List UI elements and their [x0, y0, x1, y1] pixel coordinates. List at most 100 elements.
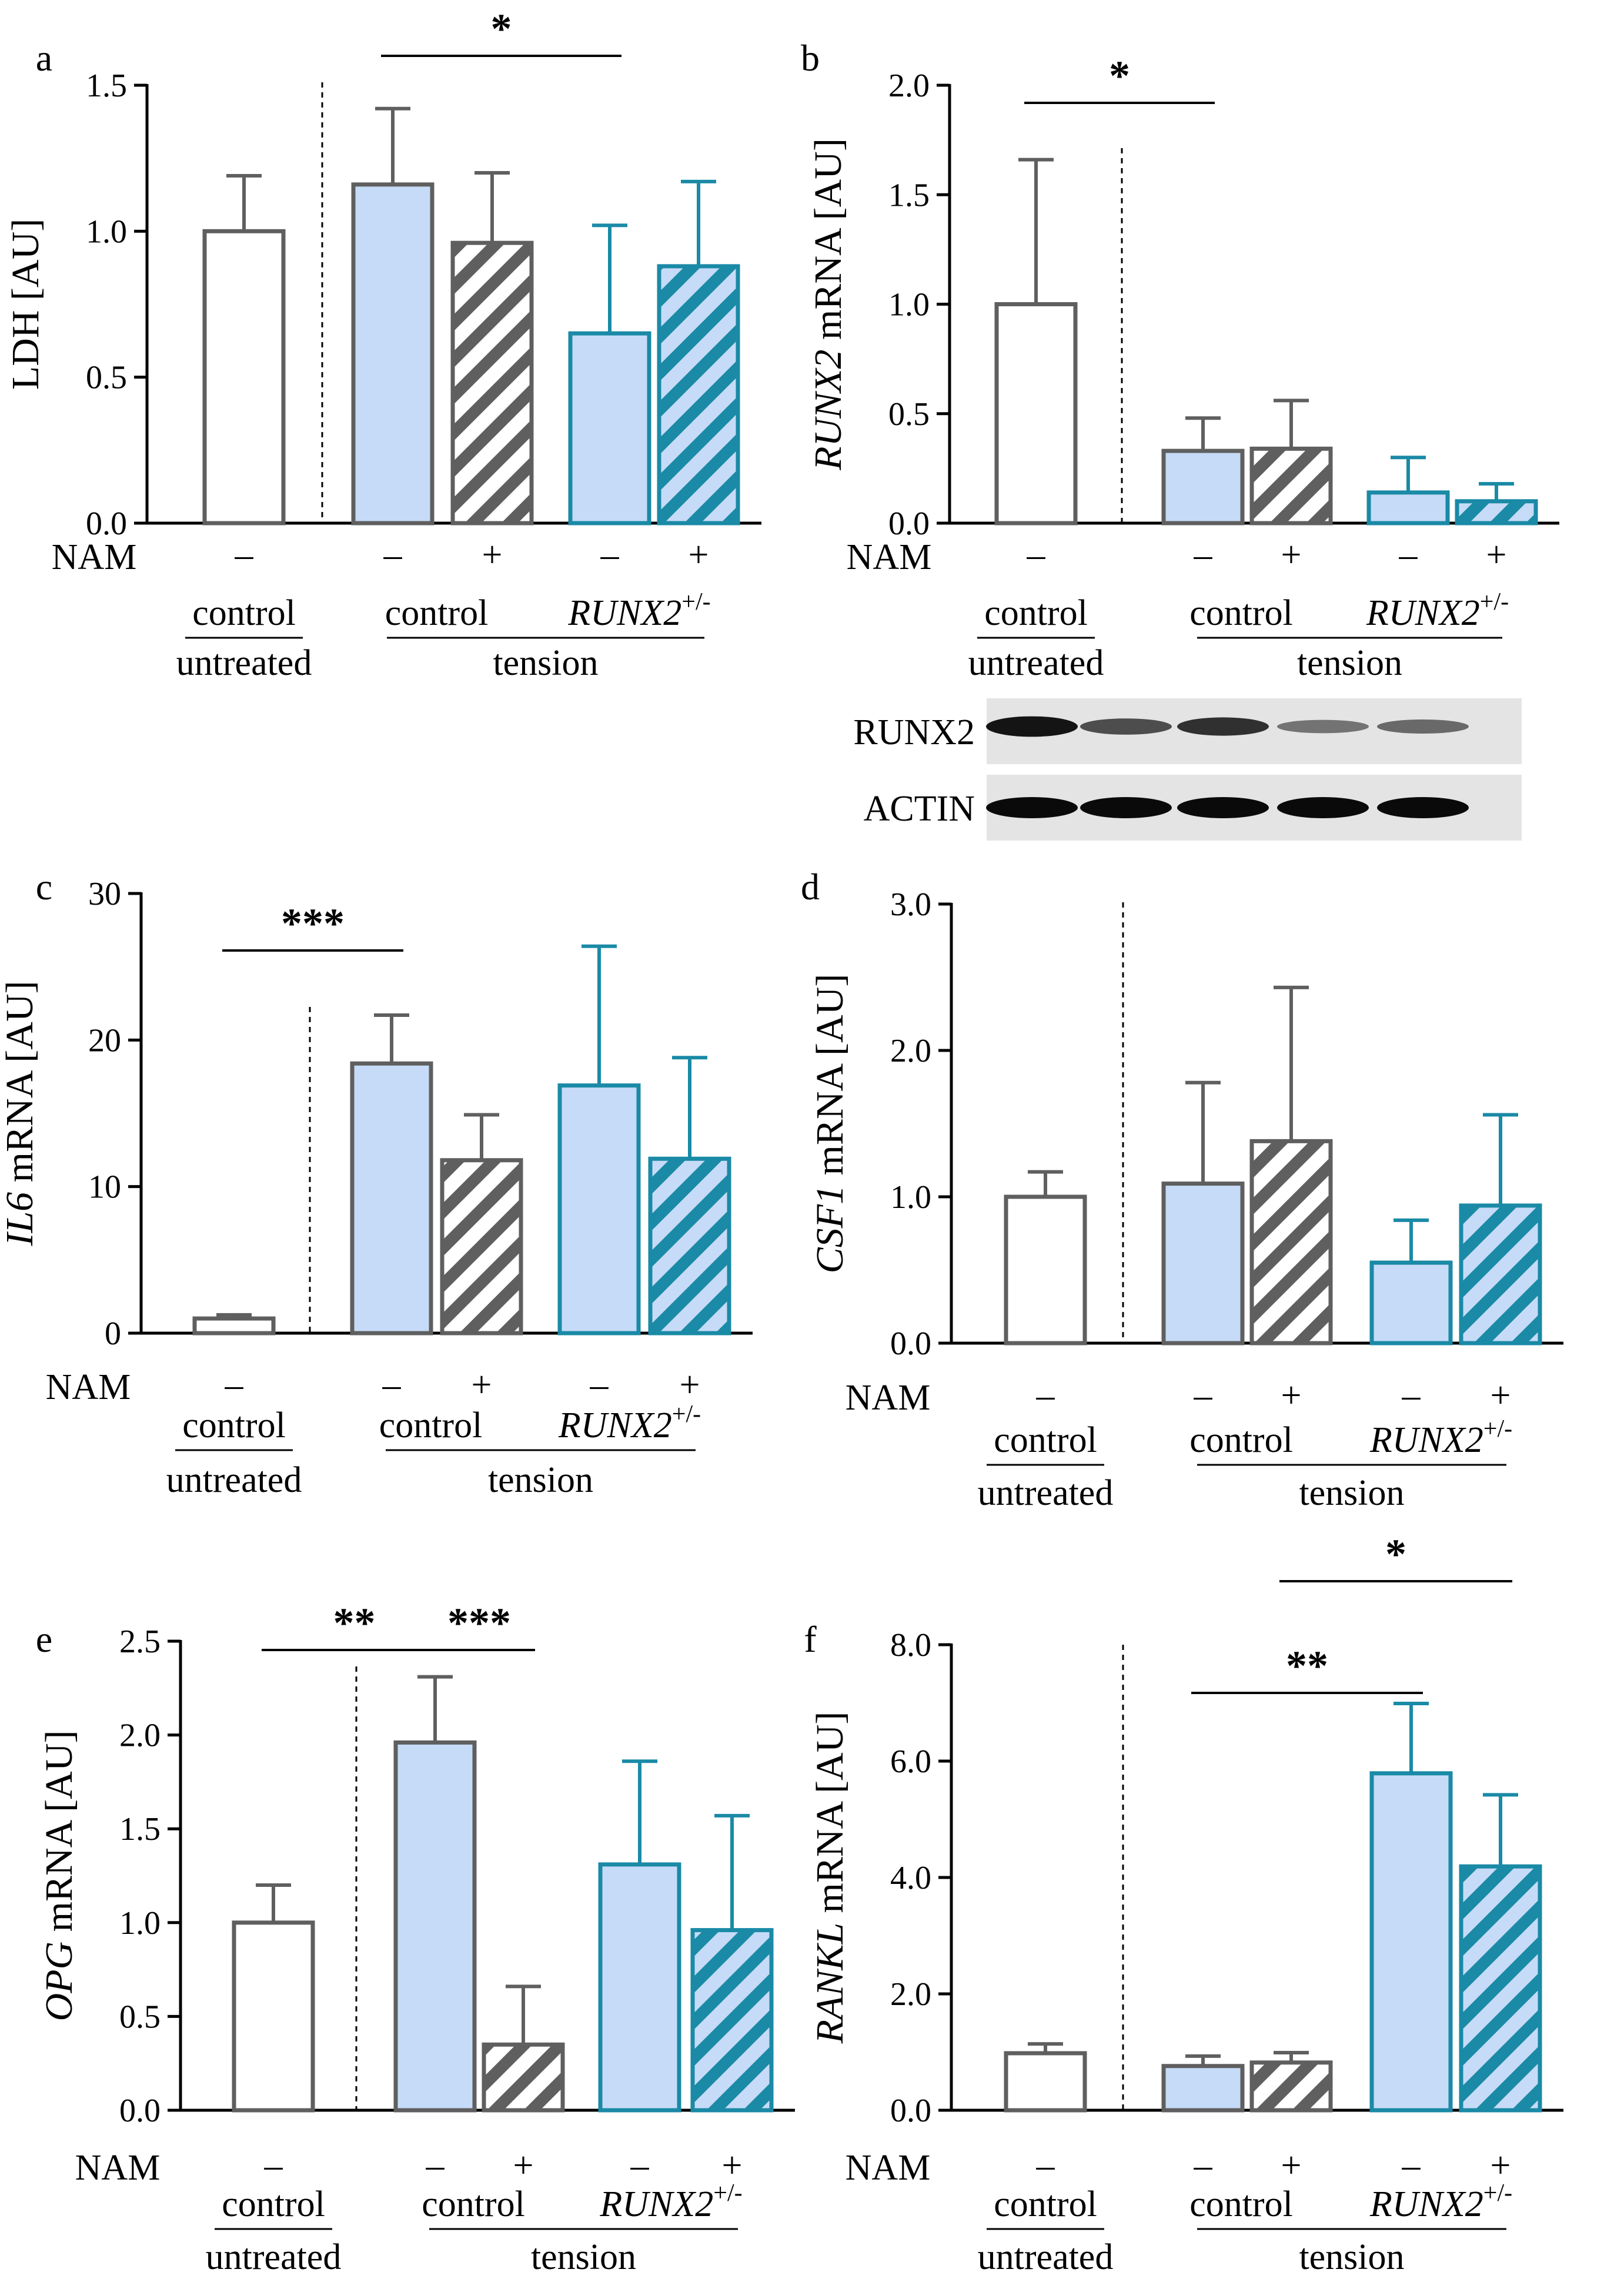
panel-c-gene-name: IL6 — [0, 1192, 41, 1247]
western-blot-label: RUNX2 — [853, 712, 975, 752]
panel-d-nam-sign: – — [1036, 1375, 1055, 1415]
panel-b-bar-1 — [994, 302, 1078, 526]
panel-a-untreated-label: untreated — [176, 643, 312, 683]
panel-e-tick-label: 2.5 — [119, 1624, 161, 1660]
panel-f-sig-label: ** — [1286, 1642, 1328, 1689]
panel-d-nam-label: NAM — [846, 1378, 931, 1418]
panel-e-nam-label: NAM — [75, 2148, 161, 2188]
panel-e-runx2-superscript: +/- — [713, 2180, 742, 2207]
western-blot-band — [1377, 797, 1469, 818]
western-blot-label: ACTIN — [864, 789, 975, 829]
western-blot-band — [986, 797, 1078, 818]
panel-d-bar-4 — [1369, 1260, 1453, 1346]
panel-e-nam-sign: + — [722, 2146, 743, 2185]
panel-d-control-label: control — [994, 1420, 1097, 1460]
panel-f-bar-4 — [1369, 1771, 1453, 2113]
panel-b-bar-5 — [1455, 499, 1538, 526]
panel-d-nam-sign: – — [1402, 1375, 1421, 1415]
panel-c-nam-label: NAM — [46, 1367, 131, 1407]
panel-a-letter: a — [36, 37, 52, 79]
panel-b-y-unit: mRNA [AU] — [807, 138, 850, 349]
panel-e-nam-sign: – — [264, 2146, 283, 2185]
panel-f-runx2-name: RUNX2 — [1369, 2184, 1483, 2224]
panel-a-bar-3 — [450, 240, 534, 526]
panel-d-nam-sign: + — [1281, 1375, 1302, 1415]
panel-e-untreated-label: untreated — [206, 2237, 342, 2277]
panel-f-bar-5 — [1459, 1864, 1542, 2113]
panel-a-tick-label: 0.5 — [86, 360, 127, 396]
panel-a-y-axis-label: LDH [AU] — [4, 219, 47, 390]
panel-d-runx2-name: RUNX2 — [1369, 1420, 1483, 1460]
panel-f-untreated-label: untreated — [978, 2237, 1114, 2277]
panel-c-nam-sign: – — [382, 1365, 402, 1405]
western-blot-band — [1080, 718, 1172, 735]
panel-a-tick-label: 1.0 — [86, 213, 127, 250]
panel-b-nam-sign: – — [1194, 535, 1213, 575]
panel-e-nam-sign: – — [426, 2146, 445, 2185]
panel-f-tick-label: 4.0 — [890, 1860, 931, 1896]
panel-d-tick-label: 1.0 — [890, 1179, 931, 1216]
panel-f-y-axis-label: RANKL mRNA [AU] — [808, 1712, 851, 2044]
panel-d-tick-label: 2.0 — [890, 1033, 931, 1069]
western-blot-band — [1080, 797, 1172, 818]
panel-f-runx2-superscript: +/- — [1483, 2180, 1512, 2207]
panel-d-bar-3 — [1249, 1139, 1333, 1346]
panel-e-bar-4 — [598, 1862, 681, 2113]
panel-e-bar-1 — [232, 1920, 315, 2113]
western-blot-band — [1177, 797, 1269, 818]
panel-b-bar-4 — [1366, 490, 1450, 526]
panel-b-runx2-name: RUNX2 — [1366, 593, 1480, 633]
panel-b-y-axis-label: RUNX2 mRNA [AU] — [807, 138, 850, 471]
panel-f-bar-2 — [1161, 2064, 1245, 2113]
panel-d-tension-label: tension — [1299, 1473, 1404, 1513]
panel-c-untreated-label: untreated — [166, 1460, 302, 1500]
panel-b-nam-label: NAM — [847, 537, 932, 577]
panel-f-letter: f — [804, 1618, 817, 1660]
panel-f-tick-label: 2.0 — [890, 1976, 931, 2013]
panel-a-tick-label: 0.0 — [86, 506, 127, 542]
panel-b-nam-sign: + — [1486, 535, 1507, 575]
panel-a-tension-control-label: control — [385, 593, 489, 633]
panel-e-tick-label: 0.0 — [119, 2093, 161, 2129]
panel-b-tension-control-label: control — [1189, 593, 1293, 633]
panel-c-nam-sign: + — [680, 1365, 700, 1405]
panel-d-untreated-label: untreated — [978, 1473, 1114, 1513]
panel-e-nam-sign: + — [513, 2146, 534, 2185]
panel-b-nam-sign: – — [1399, 535, 1418, 575]
panel-a-control-label: control — [192, 593, 296, 633]
panel-b-tick-label: 0.0 — [888, 506, 930, 542]
panel-c-runx2-name: RUNX2 — [558, 1405, 672, 1445]
panel-e-gene-name: OPG — [38, 1942, 81, 2021]
western-blot-band — [1277, 797, 1369, 818]
panel-d-tick-label: 0.0 — [890, 1326, 931, 1362]
panel-a-nam-sign: – — [600, 535, 620, 575]
panel-f-gene-name: RANKL — [808, 1923, 851, 2044]
panel-b-untreated-label: untreated — [968, 643, 1104, 683]
panel-d-letter: d — [801, 866, 820, 908]
panel-c-runx2-superscript: +/- — [672, 1401, 701, 1428]
panel-f-nam-sign: + — [1491, 2146, 1511, 2185]
panel-a-nam-sign: + — [689, 535, 709, 575]
panel-f-tick-label: 8.0 — [890, 1627, 931, 1664]
panel-f-tick-label: 6.0 — [890, 1743, 931, 1780]
panel-b-runx2-label: RUNX2+/- — [1366, 588, 1509, 633]
panel-d-nam-sign: – — [1194, 1375, 1213, 1415]
panel-c-tick-label: 20 — [88, 1022, 121, 1059]
panel-f-control-label: control — [994, 2184, 1097, 2224]
panel-c-tension-control-label: control — [379, 1405, 483, 1445]
panel-c-bar-1 — [192, 1316, 276, 1336]
panel-b-tick-label: 1.0 — [888, 287, 930, 323]
panel-f-sig-label: * — [1385, 1531, 1406, 1578]
panel-a-bar-4 — [568, 331, 651, 526]
panel-a-runx2-superscript: +/- — [681, 588, 710, 615]
panel-a-tick-label: 1.5 — [86, 68, 127, 104]
panel-a-sig-label: * — [491, 5, 512, 52]
panel-a-runx2-name: RUNX2 — [567, 593, 681, 633]
panel-c-bar-5 — [648, 1156, 731, 1336]
panel-c-y-unit: mRNA [AU] — [0, 980, 41, 1191]
panel-e-tension-control-label: control — [422, 2184, 525, 2224]
panel-e-bar-3 — [482, 2042, 565, 2113]
panel-d-tick-label: 3.0 — [890, 886, 931, 923]
panel-c-tension-label: tension — [488, 1460, 593, 1500]
panel-c-letter: c — [36, 866, 52, 908]
